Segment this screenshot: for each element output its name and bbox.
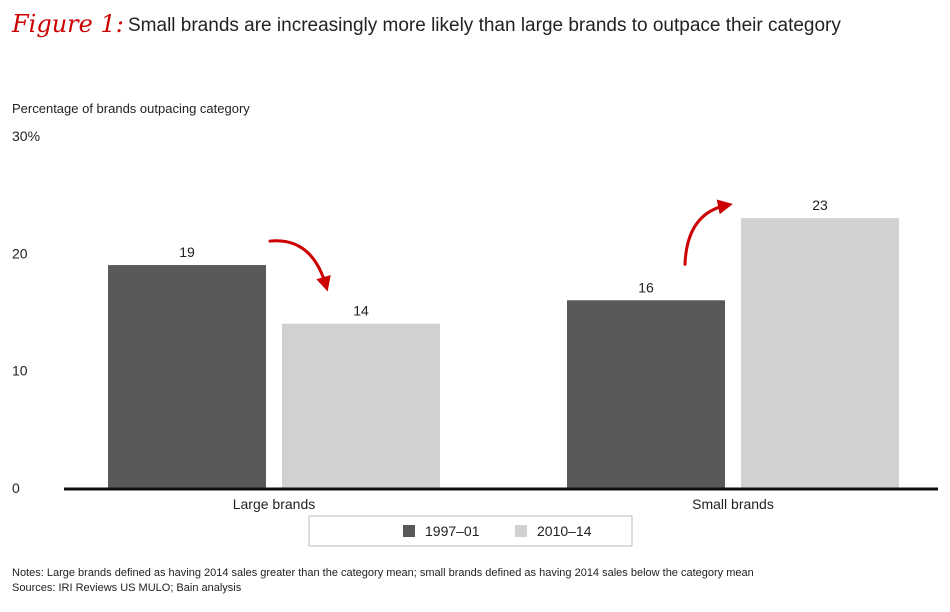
bar-value-label-0-1: 14 [353, 303, 369, 319]
legend: 1997–01 2010–14 [308, 515, 633, 547]
trend-arrow-down-0 [268, 239, 331, 292]
figure-title: Small brands are increasingly more likel… [128, 15, 841, 36]
legend-box [308, 515, 633, 547]
bar-1-0 [567, 300, 725, 488]
bar-value-label-1-1: 23 [812, 197, 828, 213]
legend-swatch-0 [403, 525, 415, 537]
x-category-label-0: Large brands [233, 496, 316, 512]
notes-text: Notes: Large brands defined as having 20… [12, 567, 754, 579]
bar-value-label-1-0: 16 [638, 279, 654, 295]
y-tick-label-1: 10 [12, 363, 28, 379]
legend-label-1: 2010–14 [537, 523, 592, 539]
legend-swatch-1 [515, 525, 527, 537]
trend-arrow-up-1 [683, 199, 733, 266]
notes: Notes: Large brands defined as having 20… [12, 566, 754, 596]
bar-value-label-0-0: 19 [179, 244, 195, 260]
legend-label-0: 1997–01 [425, 523, 480, 539]
sources-text: Sources: IRI Reviews US MULO; Bain analy… [12, 582, 242, 594]
bar-chart: 0 10 20 30% 19 14 16 23 Large brands Small bran… [12, 128, 938, 547]
y-tick-label-2: 20 [12, 245, 28, 261]
y-tick-label-0: 0 [12, 480, 20, 496]
y-axis-label: Percentage of brands outpacing category [12, 101, 250, 116]
bar-0-1 [282, 323, 440, 488]
figure-label: Figure 1: [12, 10, 124, 38]
bar-0-0 [108, 265, 266, 488]
bar-1-1 [741, 218, 899, 488]
x-category-label-1: Small brands [692, 496, 774, 512]
y-tick-label-3: 30% [12, 128, 40, 144]
